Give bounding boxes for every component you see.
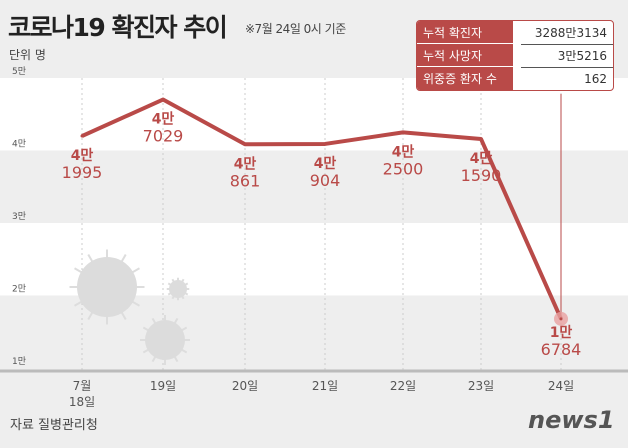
x-tick-label: 18일	[69, 395, 95, 409]
y-tick-label: 5만	[12, 66, 26, 77]
data-label: 861	[230, 171, 261, 190]
data-label: 4만	[71, 148, 94, 164]
x-tick-label: 23일	[468, 379, 494, 393]
data-label: 904	[310, 171, 341, 190]
y-tick-label: 2만	[12, 284, 26, 295]
data-point	[559, 317, 563, 321]
data-label: 7029	[143, 127, 184, 146]
summary-row: 위중증 환자 수 162	[417, 67, 613, 90]
unit-label: 단위 명	[9, 48, 46, 62]
summary-row: 누적 사망자 3만5216	[417, 44, 613, 68]
data-label: 1만	[550, 325, 573, 341]
data-point	[243, 142, 247, 146]
x-tick-label: 21일	[312, 379, 338, 393]
data-point	[479, 137, 483, 141]
data-label: 6784	[541, 340, 582, 359]
data-point	[323, 142, 327, 146]
x-tick-label: 22일	[390, 379, 416, 393]
summary-value: 162	[584, 71, 607, 86]
data-label: 2500	[383, 159, 424, 178]
data-label: 4만	[314, 156, 337, 172]
x-tick-label: 19일	[150, 379, 176, 393]
summary-value: 3288만3134	[521, 21, 613, 45]
x-tick-label: 24일	[548, 379, 574, 393]
virus-icon	[169, 280, 187, 298]
news1-logo: news1	[528, 406, 615, 434]
summary-value: 3만5216	[521, 44, 613, 68]
summary-row: 누적 확진자 3288만3134	[417, 21, 613, 45]
page-title: 코로나19 확진자 추이	[8, 13, 228, 42]
y-tick-label: 3만	[12, 211, 26, 222]
virus-icon	[77, 257, 137, 317]
data-point	[80, 134, 84, 138]
data-point	[401, 130, 405, 134]
data-label: 1590	[461, 166, 502, 185]
data-label: 4만	[152, 112, 175, 128]
summary-table: 누적 확진자 3288만3134 누적 사망자 3만5216 위중증 환자 수 162	[416, 20, 614, 91]
data-label: 4만	[234, 156, 257, 172]
date-note: ※7월 24일 0시 기준	[245, 22, 346, 36]
source-label: 자료 질병관리청	[10, 418, 98, 433]
summary-label: 누적 사망자	[417, 44, 513, 67]
data-label: 4만	[470, 151, 493, 167]
data-label: 4만	[392, 144, 415, 160]
x-tick-label: 20일	[232, 379, 258, 393]
summary-label: 위중증 환자 수	[417, 67, 513, 90]
virus-icon	[145, 320, 185, 360]
x-tick-label: 7월	[73, 379, 92, 393]
y-tick-label: 1만	[12, 356, 26, 367]
summary-label: 누적 확진자	[417, 21, 513, 44]
data-point	[161, 98, 165, 102]
y-tick-label: 4만	[12, 139, 26, 150]
data-label: 1995	[62, 163, 103, 182]
